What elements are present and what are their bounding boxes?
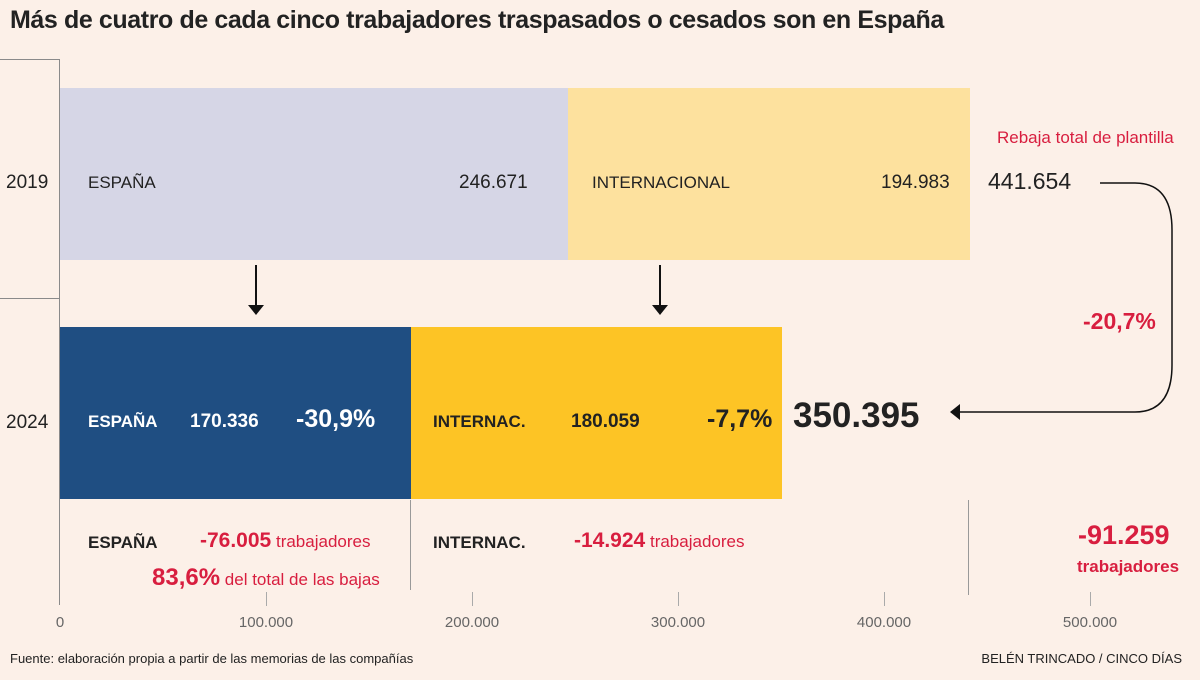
divider [968, 500, 969, 595]
spain-share-text: del total de las bajas [224, 570, 380, 589]
bar-label: ESPAÑA [88, 173, 156, 192]
bar-label: INTERNAC. [433, 412, 526, 431]
intl-loss: -14.924 trabajadores [574, 529, 744, 553]
x-tick-label: 300.000 [650, 614, 706, 631]
change-label-spain: -30,9% [296, 405, 376, 433]
year-label-2019: 2019 [6, 172, 49, 193]
data-label: 170.336 [190, 411, 259, 432]
credit: BELÉN TRINCADO / CINCO DÍAS [981, 651, 1182, 666]
spain-share: 83,6% del total de las bajas [152, 564, 380, 592]
total-2019: 441.654 [988, 168, 1072, 194]
arrow-down-icon [248, 265, 264, 315]
divider [410, 500, 411, 590]
data-label: 246.671 [459, 172, 528, 193]
spain-loss: -76.005 trabajadores [200, 529, 370, 553]
spain-share-value: 83,6% [152, 564, 221, 591]
arrow-down-icon [652, 265, 668, 315]
spain-loss-value: -76.005 [200, 529, 272, 552]
total-loss-unit: trabajadores [1077, 557, 1180, 576]
bar-2019-spain [60, 88, 569, 260]
bar-label: INTERNACIONAL [592, 173, 730, 192]
x-tick [1090, 592, 1091, 606]
row-divider [0, 59, 59, 60]
x-tick [884, 592, 885, 606]
total-2024: 350.395 [793, 396, 920, 435]
intl-loss-value: -14.924 [574, 529, 646, 552]
x-tick-label: 0 [55, 614, 65, 631]
year-label-2024: 2024 [6, 412, 49, 433]
x-tick-label: 500.000 [1062, 614, 1118, 631]
data-label: 194.983 [881, 172, 950, 193]
x-tick-label: 100.000 [238, 614, 294, 631]
intl-loss-label: INTERNAC. [433, 533, 526, 552]
axis-line [59, 59, 60, 605]
spain-loss-label: ESPAÑA [88, 533, 158, 552]
row-divider [0, 298, 59, 299]
intl-loss-unit: trabajadores [649, 532, 745, 551]
x-tick [266, 592, 267, 606]
data-label: 180.059 [571, 411, 640, 432]
bar-2024-spain [60, 327, 411, 499]
bar-2024-intl [410, 327, 782, 499]
total-loss-value: -91.259 [1078, 520, 1170, 550]
spain-loss-unit: trabajadores [275, 532, 371, 551]
source-note: Fuente: elaboración propia a partir de l… [10, 651, 414, 666]
total-reduction-pct: -20,7% [1083, 308, 1156, 334]
bar-label: ESPAÑA [88, 412, 158, 431]
bar-2019-intl [568, 88, 970, 260]
x-tick [472, 592, 473, 606]
change-label-intl: -7,7% [707, 405, 773, 433]
x-tick-label: 400.000 [856, 614, 912, 631]
chart-title: Más de cuatro de cada cinco trabajadores… [10, 6, 944, 34]
x-tick [678, 592, 679, 606]
total-reduction-label: Rebaja total de plantilla [997, 128, 1174, 147]
x-tick-label: 200.000 [444, 614, 500, 631]
